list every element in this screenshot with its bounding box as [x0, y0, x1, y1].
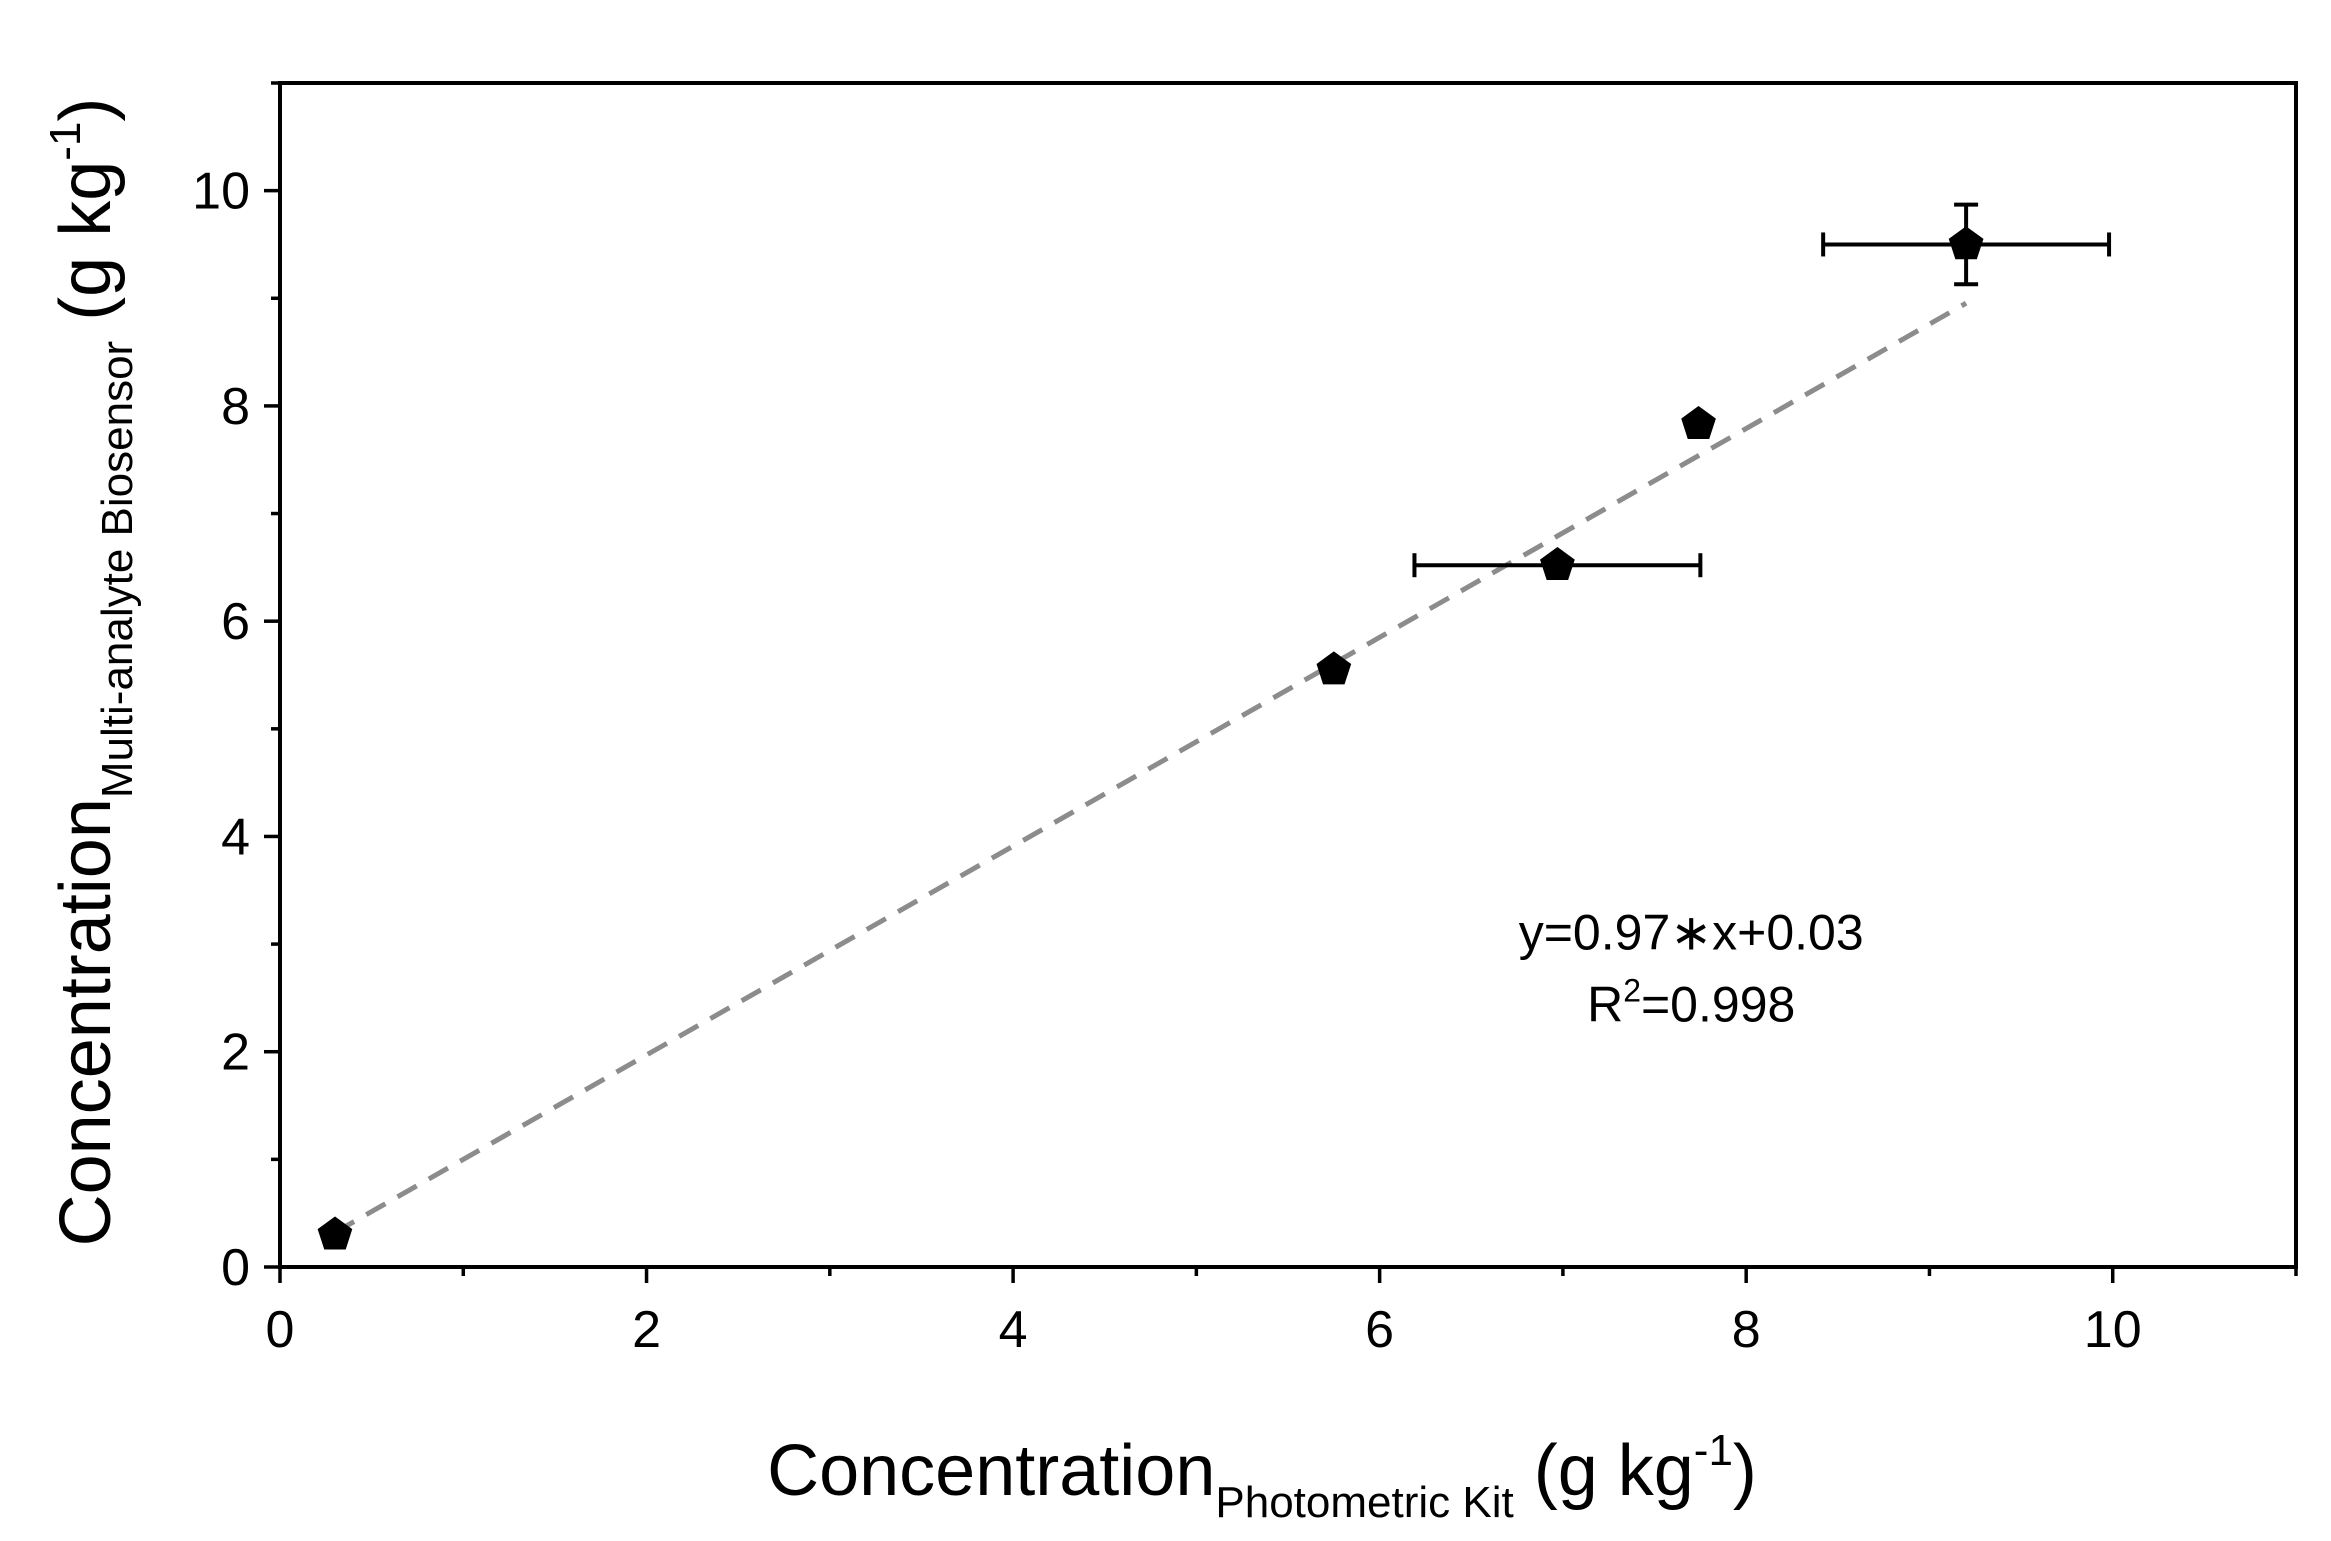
- x-axis-title-unit: (g kg: [1514, 1431, 1694, 1511]
- y-axis-title-unit-superscript: -1: [41, 122, 90, 161]
- data-point: [1681, 405, 1716, 439]
- fit-line: [333, 301, 1968, 1235]
- x-tick-label: 4: [999, 1301, 1028, 1359]
- x-axis-title: ConcentrationPhotometric Kit (g kg-1): [767, 1426, 1757, 1527]
- plot-frame: [278, 81, 2298, 1269]
- y-axis-title-unit-suffix: ): [46, 98, 126, 122]
- x-tick-label: 8: [1732, 1301, 1761, 1359]
- regression-equation: y=0.97∗x+0.03: [1519, 904, 1864, 960]
- data-point: [1540, 546, 1575, 580]
- y-axis-title-main: Concentration: [46, 798, 126, 1246]
- x-axis-title-subscript: Photometric Kit: [1215, 1478, 1513, 1527]
- x-axis-title-main: Concentration: [767, 1431, 1215, 1511]
- y-axis-title: ConcentrationMulti-analyte Biosensor (g …: [41, 98, 142, 1247]
- data-point: [1316, 651, 1352, 685]
- y-tick-label: 10: [192, 163, 250, 221]
- y-tick-label: 6: [221, 593, 250, 651]
- x-tick-label: 0: [266, 1301, 295, 1359]
- x-tick-label: 2: [632, 1301, 661, 1359]
- y-axis-title-subscript: Multi-analyte Biosensor: [93, 341, 142, 798]
- x-axis-title-unit-suffix: ): [1733, 1431, 1757, 1511]
- y-tick-label: 4: [221, 808, 250, 866]
- data-point: [1948, 226, 1984, 260]
- r-squared-prefix: R: [1587, 976, 1623, 1032]
- y-axis-title-unit: (g kg: [46, 161, 126, 341]
- r-squared-label: R2=0.998: [1587, 972, 1795, 1032]
- y-tick-label: 8: [221, 378, 250, 436]
- y-tick-label: 0: [221, 1239, 250, 1297]
- r-squared-superscript: 2: [1623, 972, 1641, 1008]
- x-tick-label: 10: [2084, 1301, 2142, 1359]
- x-axis-title-unit-superscript: -1: [1694, 1426, 1733, 1475]
- y-tick-label: 2: [221, 1024, 250, 1082]
- x-tick-label: 6: [1365, 1301, 1394, 1359]
- data-point: [317, 1216, 353, 1250]
- r-squared-value: =0.998: [1641, 976, 1795, 1032]
